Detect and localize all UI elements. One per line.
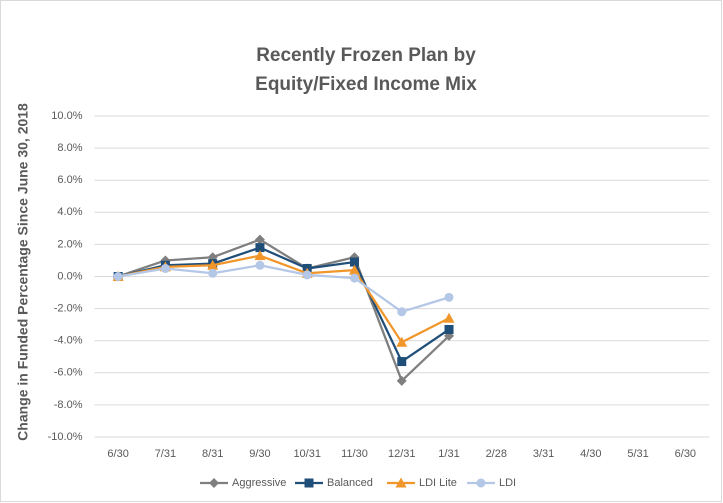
- marker: [302, 270, 312, 280]
- series-line: [117, 254, 450, 344]
- y-tick-label: 2.0%: [57, 238, 82, 250]
- y-tick-label: -6.0%: [54, 367, 83, 379]
- y-tick-label: -4.0%: [54, 335, 83, 347]
- y-tick-label: 6.0%: [57, 174, 82, 186]
- legend-label: LDI: [499, 477, 516, 489]
- x-tick-label: 1/31: [438, 448, 459, 460]
- y-tick-label: 10.0%: [51, 110, 82, 122]
- marker: [208, 268, 218, 278]
- x-tick-label: 11/30: [341, 448, 368, 460]
- legend-label: Balanced: [327, 477, 373, 489]
- y-tick-label: 8.0%: [57, 142, 82, 154]
- marker: [348, 264, 360, 275]
- x-tick-label: 7/31: [155, 448, 176, 460]
- marker: [396, 336, 408, 347]
- marker: [397, 307, 407, 317]
- marker: [254, 234, 265, 245]
- y-axis-label: Change in Funded Percentage Since June 3…: [15, 103, 31, 441]
- marker: [349, 273, 359, 283]
- legend-marker: [209, 478, 219, 488]
- x-tick-label: 3/31: [533, 448, 554, 460]
- chart-title-line: Equity/Fixed Income Mix: [255, 74, 477, 95]
- x-tick-label: 6/30: [675, 448, 696, 460]
- marker: [255, 243, 265, 253]
- x-tick-label: 6/30: [107, 448, 128, 460]
- marker: [349, 257, 359, 267]
- x-tick-label: 4/30: [580, 448, 601, 460]
- y-tick-label: -10.0%: [48, 431, 83, 443]
- chart-title-line: Recently Frozen Plan by: [256, 45, 476, 66]
- legend-marker: [476, 478, 486, 488]
- legend-marker: [304, 478, 314, 488]
- series-line: [117, 238, 450, 382]
- series-line: [117, 264, 450, 313]
- marker: [443, 312, 455, 323]
- legend-marker: [395, 477, 407, 488]
- marker: [444, 292, 454, 302]
- marker: [255, 260, 265, 270]
- y-tick-label: 4.0%: [57, 206, 82, 218]
- marker: [254, 250, 266, 261]
- legend-label: LDI Lite: [419, 477, 457, 489]
- marker: [397, 357, 407, 367]
- legend-label: Aggressive: [232, 477, 286, 489]
- marker: [113, 272, 123, 281]
- marker: [160, 263, 170, 273]
- series-line: [117, 246, 450, 363]
- x-tick-label: 9/30: [249, 448, 270, 460]
- x-tick-label: 2/28: [486, 448, 507, 460]
- x-tick-label: 8/31: [202, 448, 223, 460]
- y-tick-label: -8.0%: [54, 399, 83, 411]
- marker: [444, 324, 454, 334]
- y-tick-label: -2.0%: [54, 303, 83, 315]
- x-tick-label: 12/31: [388, 448, 416, 460]
- x-tick-label: 10/31: [293, 448, 321, 460]
- marker: [207, 259, 219, 270]
- y-tick-label: 0.0%: [57, 270, 82, 282]
- x-tick-label: 5/31: [627, 448, 648, 460]
- marker: [396, 375, 407, 386]
